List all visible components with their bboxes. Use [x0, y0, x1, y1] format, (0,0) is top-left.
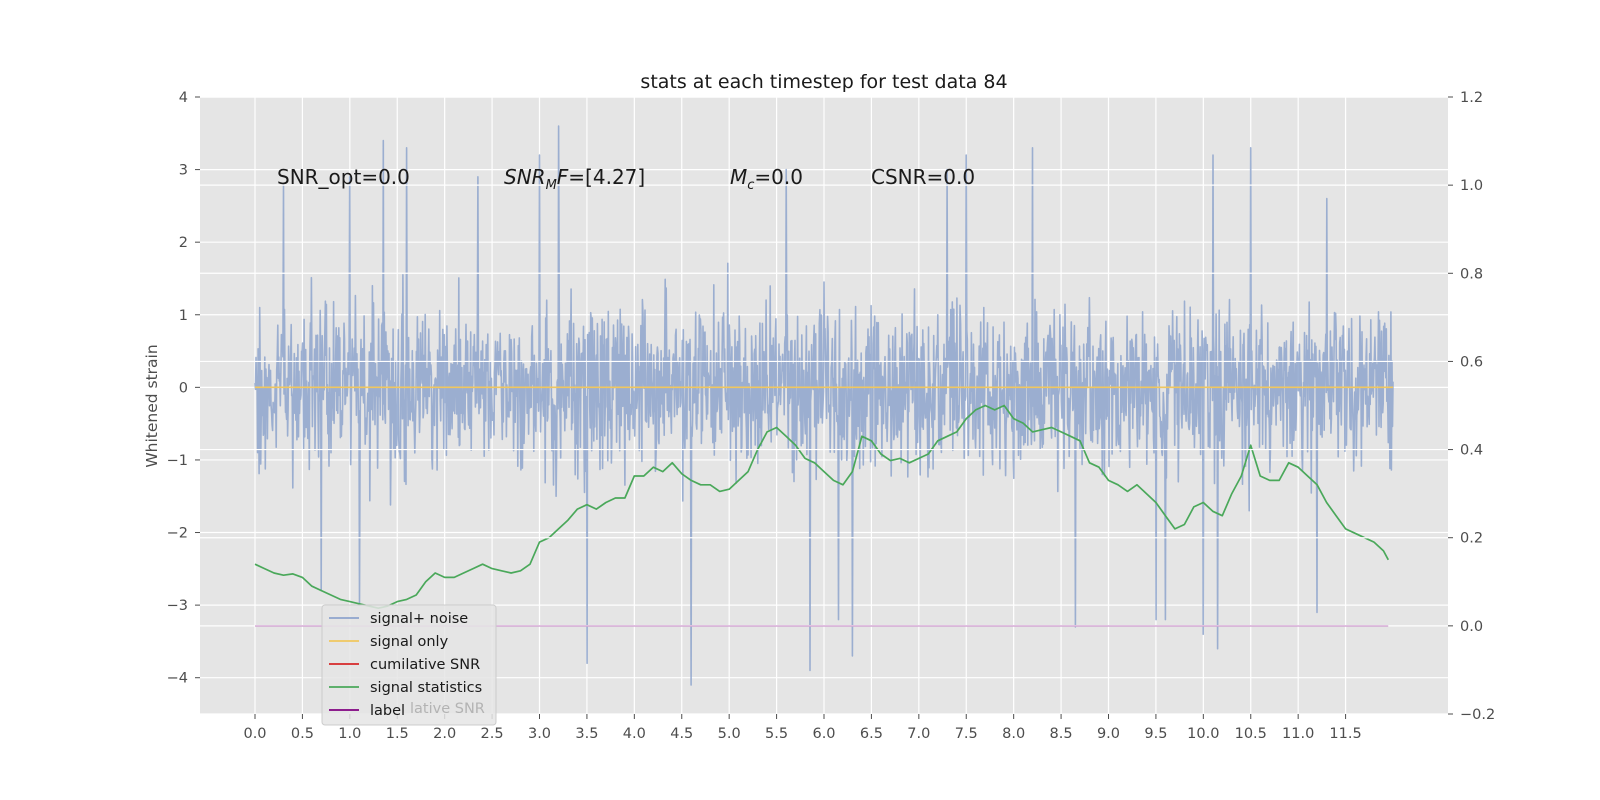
x-tick-label: 1.5	[386, 726, 409, 742]
y-tick-label: 0	[179, 380, 188, 396]
right-y-tick-label: 1.2	[1460, 90, 1483, 106]
x-tick-label: 10.5	[1235, 726, 1267, 742]
series-signal-statistics-line	[254, 404, 1390, 610]
legend-box	[321, 604, 497, 726]
right-y-tick-label: 0.4	[1460, 443, 1483, 459]
x-tick-label: 8.0	[1002, 726, 1025, 742]
y-tick-label: 2	[179, 235, 188, 251]
x-tick-label: 5.0	[718, 726, 741, 742]
legend-entry-label: cumilative SNR	[370, 657, 480, 673]
right-y-tick-label: 1.0	[1460, 178, 1483, 194]
x-tick-label: 3.0	[528, 726, 551, 742]
x-tick-label: 3.5	[575, 726, 598, 742]
x-tick-label: 2.5	[481, 726, 504, 742]
y-tick-label: −4	[167, 671, 188, 687]
y-tick-label: −2	[167, 526, 188, 542]
y-tick-label: 3	[179, 163, 188, 179]
legend-ghost-text: lative SNR	[410, 701, 485, 717]
csnr-annotation: CSNR=0.0	[871, 165, 975, 189]
mc-annotation: Mc=0.0	[730, 165, 803, 193]
x-tick-label: 11.0	[1282, 726, 1314, 742]
right-y-tick-label: 0.0	[1460, 619, 1483, 635]
x-tick-label: 6.5	[860, 726, 883, 742]
x-tick-label: 9.0	[1097, 726, 1120, 742]
chart-title: stats at each timestep for test data 84	[640, 71, 1007, 93]
x-tick-label: 11.5	[1329, 726, 1361, 742]
axes: 0.0 0.5 1.0 1.5 2.0 2.5 3.0 3.5 4.0 4.5 5.0 5.5 6.0 6…	[167, 90, 1496, 742]
stat-annotations: SNR_opt=0.0 SNRMF=[4.27] Mc=0.0 CSNR=0.0	[277, 165, 975, 193]
y-tick-label: 4	[179, 90, 188, 106]
x-tick-label: 5.5	[765, 726, 788, 742]
series-signal-noise-line	[254, 125, 1394, 686]
snr-opt-annotation: SNR_opt=0.0	[277, 165, 410, 189]
legend: lative SNR signal+ noise signal only cumil…	[321, 604, 497, 726]
y-axis-label: Whitened strain	[143, 344, 161, 467]
legend-entries: signal+ noise signal only cumilative SNR si…	[329, 611, 482, 719]
x-tick-label: 7.5	[955, 726, 978, 742]
right-y-tick-label: 0.6	[1460, 354, 1483, 370]
legend-entry-label: signal only	[370, 634, 449, 650]
right-y-tick-label: 0.2	[1460, 531, 1483, 547]
y-tick-label: −1	[167, 453, 188, 469]
x-tick-label: 2.0	[433, 726, 456, 742]
x-tick-label: 8.5	[1050, 726, 1073, 742]
x-tick-label: 4.5	[670, 726, 693, 742]
x-tick-label: 4.0	[623, 726, 646, 742]
x-tick-label: 10.0	[1187, 726, 1219, 742]
snr-mf-annotation: SNRMF=[4.27]	[504, 165, 645, 193]
y-tick-label: 1	[179, 308, 188, 324]
legend-entry-label: signal+ noise	[370, 611, 468, 627]
x-tick-label: 0.0	[243, 726, 266, 742]
right-y-tick-label: 0.8	[1460, 266, 1483, 282]
x-tick-label: 0.5	[291, 726, 314, 742]
x-tick-label: 9.5	[1144, 726, 1167, 742]
legend-entry-label: signal statistics	[370, 680, 482, 696]
x-tick-label: 1.0	[338, 726, 361, 742]
legend-entry-label: label	[370, 703, 405, 719]
right-y-tick-label: −0.2	[1460, 707, 1495, 723]
x-tick-label: 6.0	[812, 726, 835, 742]
y-tick-label: −3	[167, 598, 188, 614]
x-tick-label: 7.0	[907, 726, 930, 742]
